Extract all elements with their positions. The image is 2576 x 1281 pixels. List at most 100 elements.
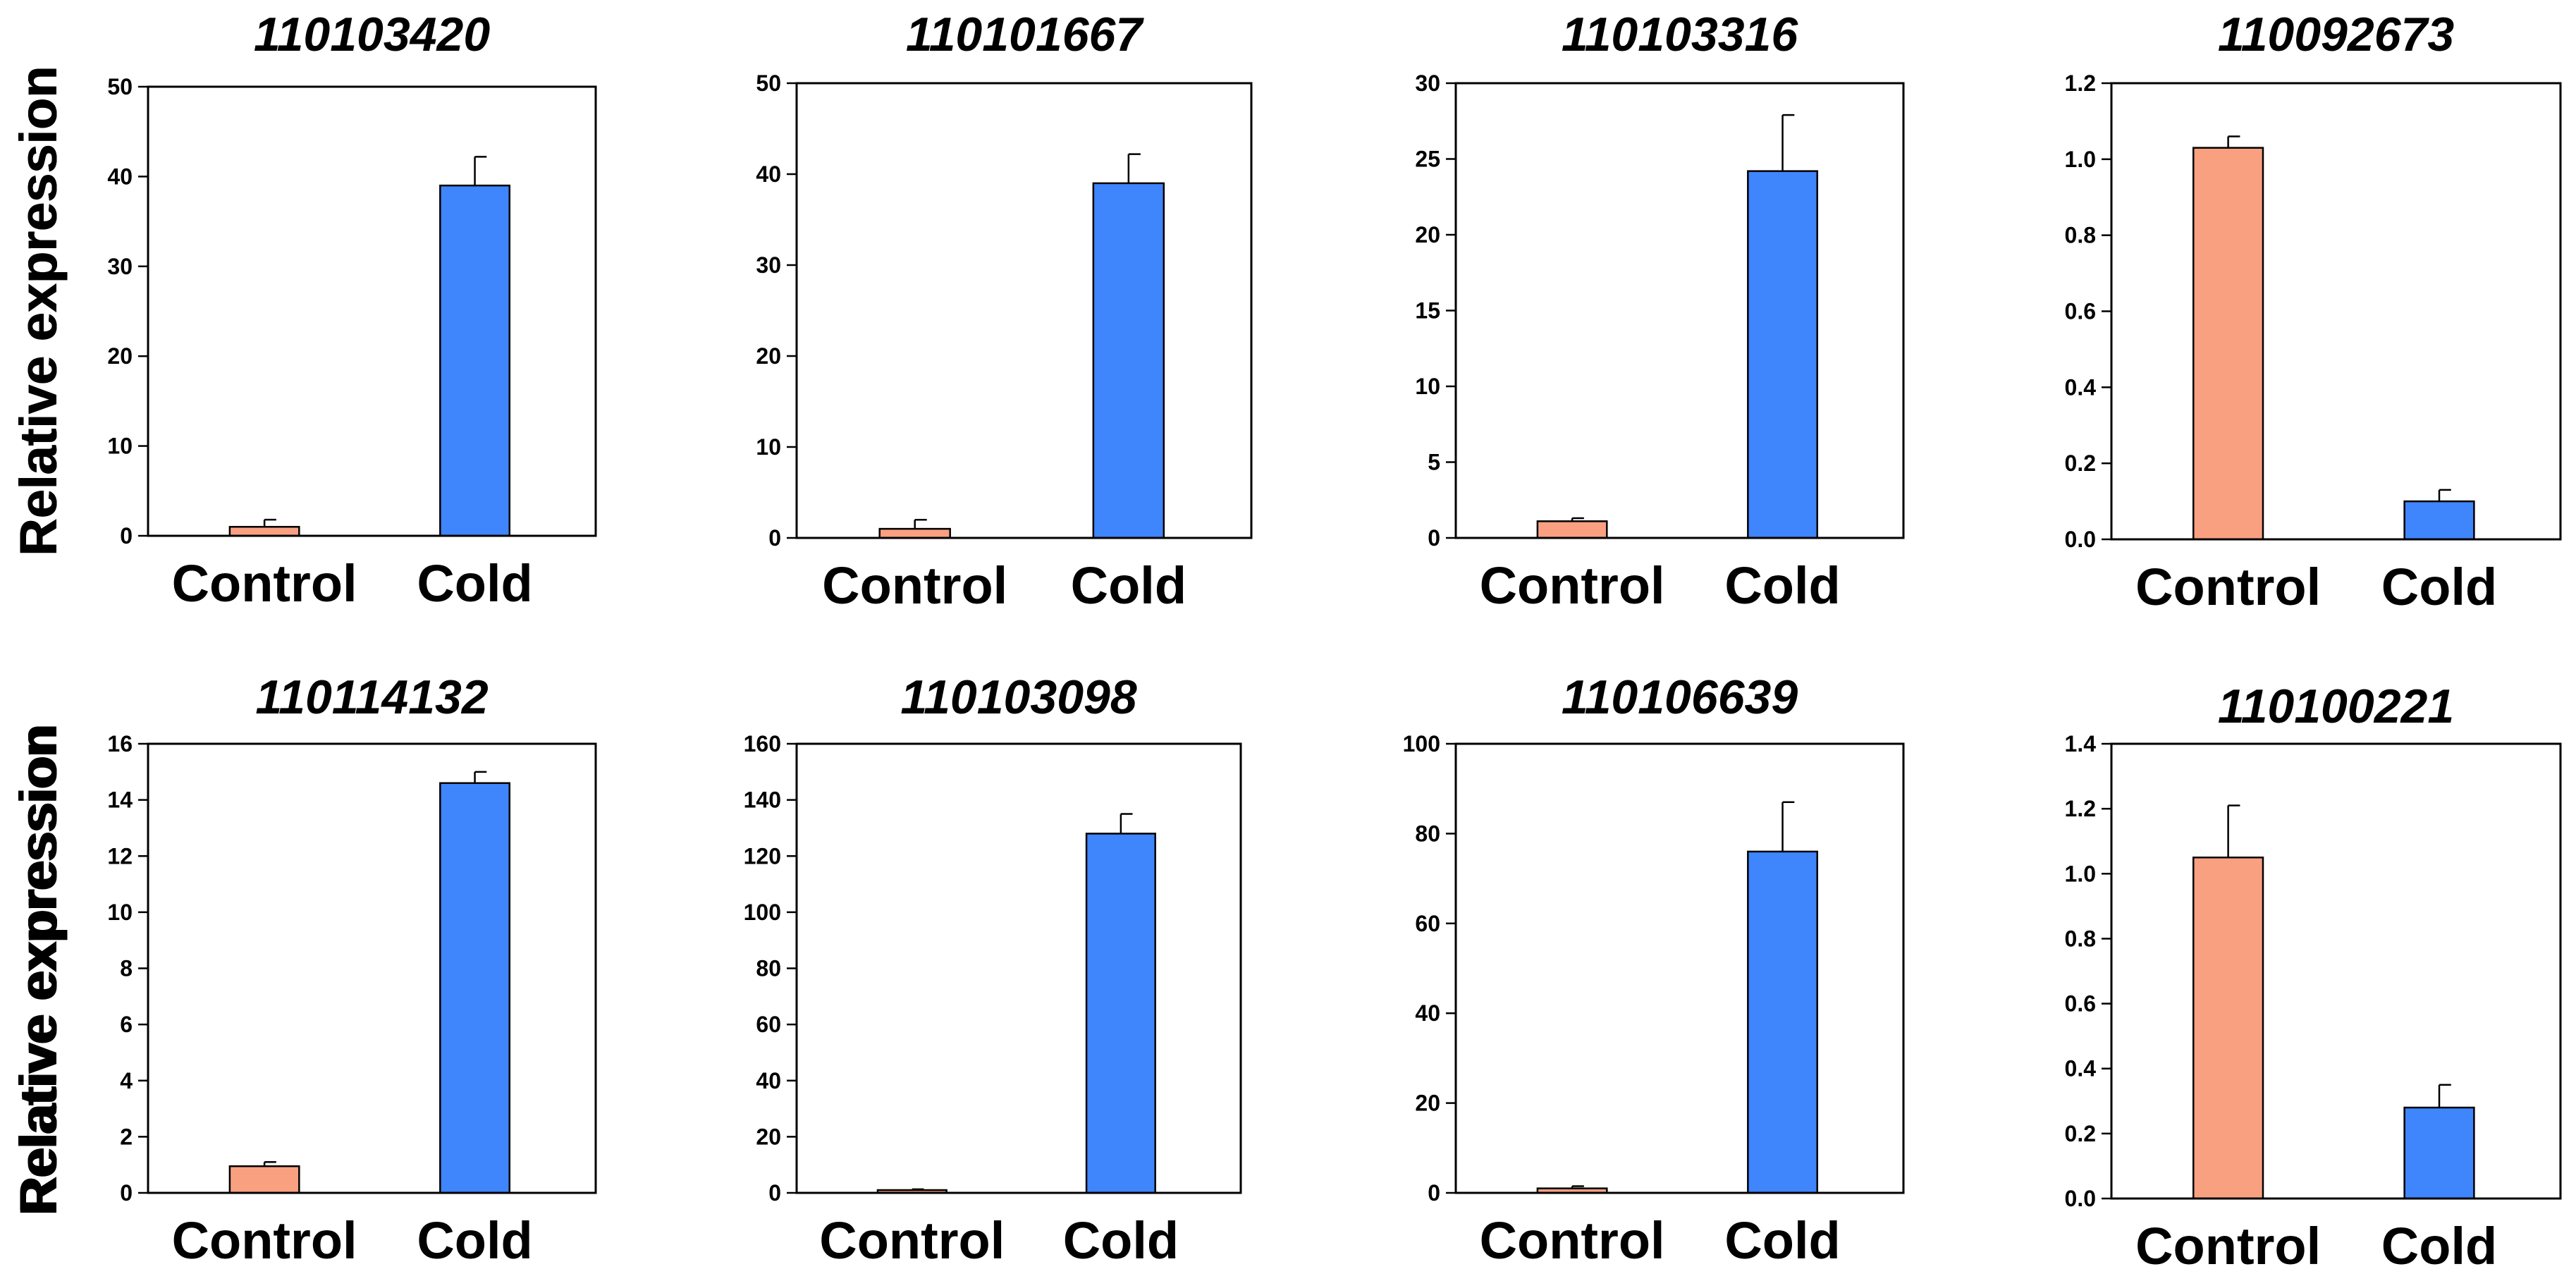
y-tick-label: 0.6 [2065,299,2096,324]
y-tick-label: 2 [120,1124,133,1149]
plot-frame [147,85,597,537]
x-tick-label-control: Control [819,1211,1005,1270]
chart-panel-2: 110101667 Relative expression 0 10 20 30 40 50 C… [9,8,1253,615]
bar-cold [2403,500,2475,541]
y-tick-label: 20 [1415,222,1440,247]
y-tick-label: 14 [107,787,133,813]
y-tick-label: 10 [1415,374,1440,399]
y-tick-label: 40 [107,164,133,189]
bar-control [228,1165,300,1194]
error-bar-control [911,1188,924,1191]
y-tick-label: 40 [756,161,781,187]
y-tick-label: 10 [107,900,133,925]
x-tick-label-cold: Cold [2381,1217,2497,1275]
y-tick-label: 1.2 [2065,796,2096,821]
bar-cold [439,184,511,537]
y-axis-label: Relative expression [9,723,68,1213]
x-tick-label-control: Control [172,554,357,613]
error-bar-control [2227,804,2240,858]
y-tick-label: 6 [120,1012,133,1037]
panel-title: 110100221 [2218,680,2454,733]
error-bar-cold [474,771,487,783]
y-tick-label: 120 [744,843,781,869]
y-tick-label: 8 [120,956,133,981]
x-tick-label-control: Control [2135,1217,2321,1275]
y-tick-label: 20 [1415,1091,1440,1116]
y-tick-label: 0.8 [2065,223,2096,248]
plot-frame [2110,82,2562,541]
bar-cold [2403,1106,2475,1200]
y-tick-label: 12 [107,843,133,869]
y-axis-label: Relative expression [9,66,68,556]
y-tick-label: 0.2 [2065,451,2096,476]
y-tick-label: 100 [744,900,781,925]
y-tick-label: 0 [768,525,781,551]
y-tick-label: 50 [756,71,781,96]
bar-cold [439,782,511,1194]
error-bar-cold [1781,801,1795,852]
bar-cold [1085,833,1156,1194]
x-tick-label-cold: Cold [2381,558,2497,616]
y-tick-label: 20 [107,343,133,369]
plot-frame [147,742,597,1194]
y-tick-label: 20 [756,343,781,369]
y-tick-label: 0.4 [2065,1056,2097,1081]
y-tick-label: 25 [1415,147,1440,172]
chart-panel-1: 110103420 Relative expression 0 10 20 30 40 50 C… [9,8,597,613]
bar-control [228,526,300,537]
y-tick-label: 0.4 [2065,374,2097,400]
y-tick-label: 50 [107,74,133,99]
y-tick-label: 0 [120,1180,133,1206]
y-tick-label: 30 [1415,71,1440,96]
y-tick-label: 1.2 [2065,71,2096,96]
chart-panel-5: 110114132 Relative expression 0 2 4 6 8 10 12 14 1… [9,670,597,1270]
y-tick-label: 0 [1428,525,1440,551]
x-tick-label-control: Control [2135,558,2321,616]
bar-cold [1747,850,1819,1194]
y-tick-label: 60 [1415,911,1440,936]
y-tick-label: 0.8 [2065,926,2096,951]
bar-cold [1747,170,1819,539]
y-axis-label: Relative expression [9,66,68,556]
error-bar-cold [2438,1084,2451,1108]
panel-title: 110103316 [1562,8,1799,61]
y-axis-label: Relative expression [9,723,68,1213]
bar-cold [1092,182,1165,539]
plot-frame [2110,742,2562,1200]
panel-title: 110103098 [900,670,1137,724]
panel-title: 110092673 [2218,8,2455,61]
error-bar-control [914,518,927,529]
panel-title: 110101667 [906,8,1145,61]
y-tick-label: 60 [756,1012,781,1037]
error-bar-cold [1120,813,1133,834]
plot-frame [1454,742,1905,1194]
x-tick-label-cold: Cold [1063,1211,1179,1270]
panel-title: 110103420 [254,8,491,61]
error-bar-cold [1781,114,1795,171]
x-tick-label-control: Control [822,556,1007,615]
error-bar-control [263,518,276,527]
error-bar-control [1571,517,1584,522]
y-tick-label: 160 [744,731,781,756]
y-tick-label: 100 [1403,731,1440,756]
chart-panel-3: 110103316 Relative expression 0 5 10 15 20 25 30… [9,8,1905,615]
bar-control [2192,857,2264,1200]
x-tick-label-cold: Cold [1724,556,1840,615]
y-tick-label: 1.0 [2065,147,2096,172]
y-tick-label: 1.0 [2065,861,2096,886]
y-tick-label: 40 [756,1068,781,1093]
y-tick-label: 0.6 [2065,991,2096,1017]
y-tick-label: 16 [107,731,133,756]
error-bar-cold [1127,153,1141,183]
y-tick-label: 140 [744,787,781,813]
y-tick-label: 1.4 [2065,731,2097,756]
plot-frame [1454,82,1905,539]
y-tick-label: 0.0 [2065,527,2096,552]
x-tick-label-cold: Cold [1724,1211,1840,1270]
x-tick-label-cold: Cold [417,1211,532,1270]
chart-panel-4: 110092673 Relative expression 0.0 0.2 0.4 0.6… [9,8,2562,616]
panel-title: 110114132 [255,670,488,724]
error-bar-cold [2438,489,2451,502]
